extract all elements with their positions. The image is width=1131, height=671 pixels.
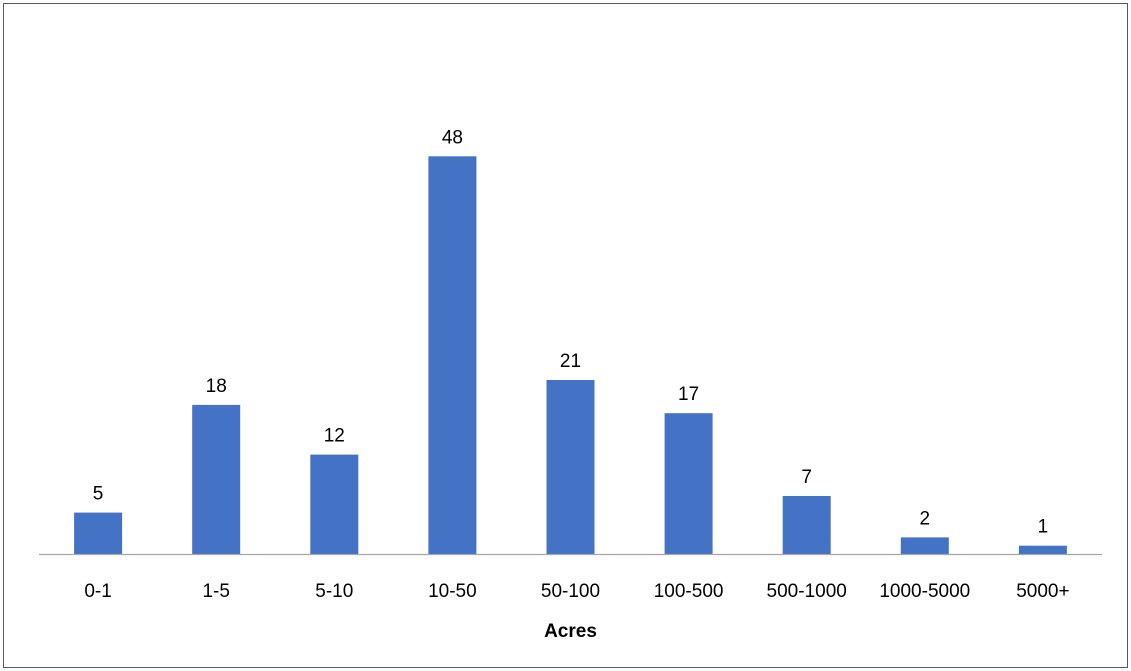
x-tick-labels-layer: 0-1 1-5 5-10 10-50 50-100 100-500 500-1000 1000…	[84, 581, 1069, 602]
x-tick-label-10-50: 10-50	[428, 581, 477, 602]
data-label-100-500: 17	[678, 384, 699, 405]
x-tick-label-1000-5000: 1000-5000	[879, 581, 970, 602]
bar-5000+	[1018, 545, 1067, 554]
x-tick-label-500-1000: 500-1000	[767, 581, 847, 602]
data-label-1-5: 18	[206, 376, 227, 397]
x-tick-label-100-500: 100-500	[654, 581, 724, 602]
bar-500-1000	[782, 496, 831, 554]
data-label-5000+: 1	[1038, 517, 1049, 538]
data-label-10-50: 48	[442, 127, 463, 148]
x-tick-label-50-100: 50-100	[541, 581, 600, 602]
data-label-500-1000: 7	[801, 467, 812, 488]
bar-1-5	[192, 404, 241, 554]
x-axis-title: Acres	[544, 621, 597, 642]
x-tick-label-1-5: 1-5	[202, 581, 229, 602]
bar-0-1	[74, 512, 123, 554]
x-tick-label-5-10: 5-10	[315, 581, 353, 602]
data-label-50-100: 21	[560, 351, 581, 372]
bar-10-50	[428, 156, 477, 555]
bar-100-500	[664, 413, 713, 554]
bar-1000-5000	[900, 537, 949, 554]
bar-5-10	[310, 454, 359, 554]
x-tick-label-5000+: 5000+	[1016, 581, 1069, 602]
chart-frame: 5 18 12 48 21 17 7 2 1 0-1 1-5 5-10 10-50 50-100 100-…	[3, 3, 1128, 668]
data-label-5-10: 12	[324, 426, 345, 447]
data-label-1000-5000: 2	[920, 508, 931, 529]
x-tick-label-0-1: 0-1	[84, 581, 111, 602]
bars-layer	[74, 156, 1067, 555]
data-label-0-1: 5	[93, 484, 104, 505]
bar-50-100	[546, 380, 595, 554]
